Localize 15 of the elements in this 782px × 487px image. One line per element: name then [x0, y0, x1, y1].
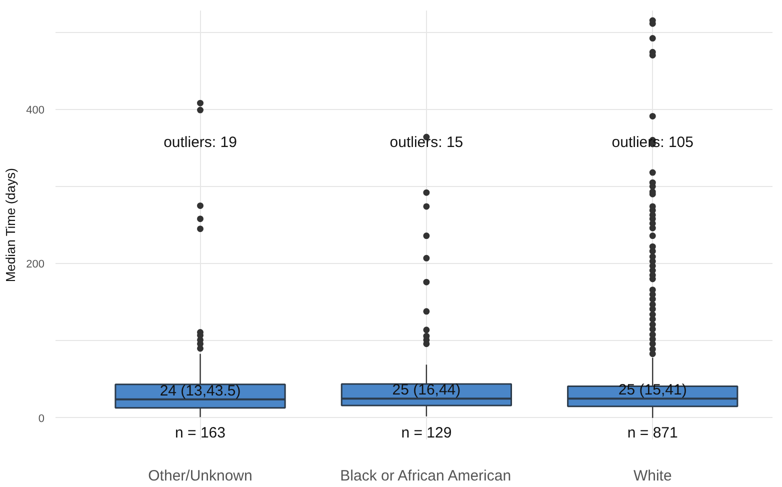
annotation: outliers: 15 — [390, 134, 464, 152]
x-tick-label: White — [633, 468, 672, 484]
annotation: 25 (15,41) — [618, 382, 687, 399]
annotation: 24 (13,43.5) — [160, 382, 241, 400]
annotation: n = 129 — [401, 424, 452, 442]
annotation: n = 871 — [627, 424, 678, 442]
y-tick-label: 400 — [26, 104, 45, 116]
x-tick-label: Black or African American — [340, 468, 512, 484]
x-tick-label: Other/Unknown — [148, 468, 252, 484]
annotation: 25 (16,44) — [392, 382, 461, 399]
annotation: outliers: 19 — [164, 134, 237, 152]
y-tick-label: 0 — [38, 412, 45, 425]
y-tick-label: 200 — [26, 258, 45, 271]
y-axis-title: Median Time (days) — [3, 168, 18, 282]
annotation: n = 163 — [175, 424, 226, 442]
